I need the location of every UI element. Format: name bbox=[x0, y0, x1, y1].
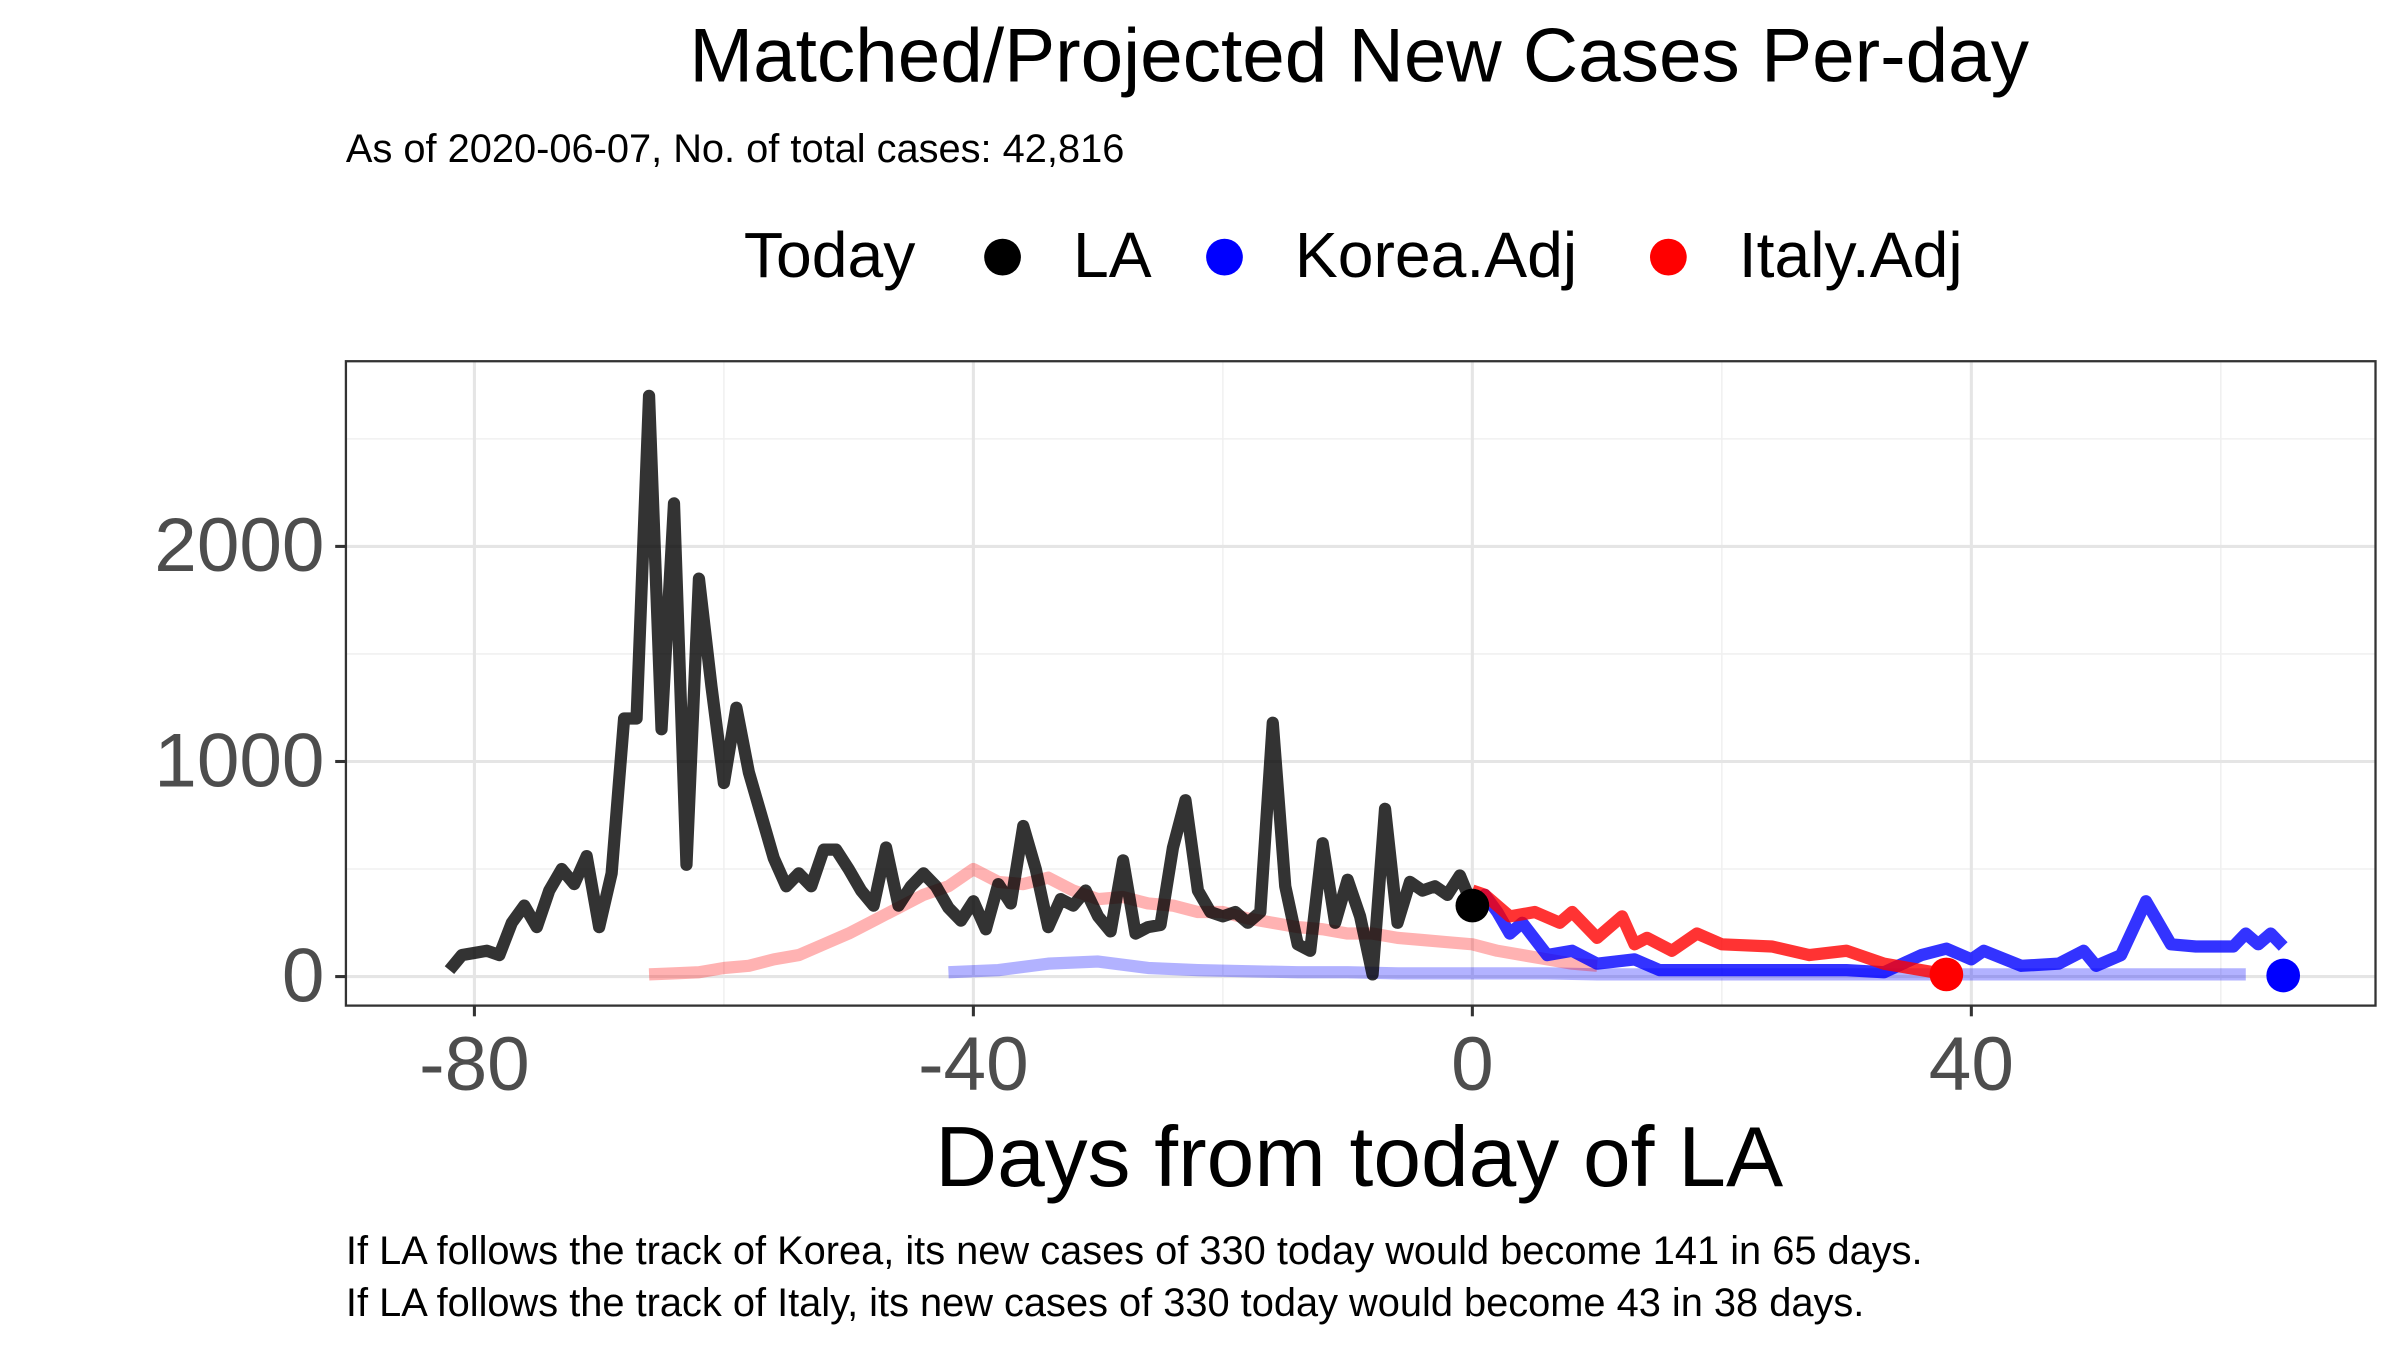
y-tick-label: 0 bbox=[282, 933, 325, 1018]
legend-swatch bbox=[1206, 238, 1243, 276]
legend-label: Korea.Adj bbox=[1295, 219, 1577, 291]
footnote: If LA follows the track of Korea, its ne… bbox=[346, 1229, 1923, 1273]
chart-title: Matched/Projected New Cases Per-day bbox=[689, 13, 2029, 98]
plot-border bbox=[344, 360, 2377, 1007]
legend-title: Today bbox=[744, 219, 915, 291]
y-tick-label: 1000 bbox=[154, 718, 324, 803]
footnote: If LA follows the track of Italy, its ne… bbox=[346, 1281, 1864, 1325]
legend-swatch bbox=[984, 238, 1021, 276]
y-tick-label: 2000 bbox=[154, 503, 324, 588]
legend-label: Italy.Adj bbox=[1739, 219, 1963, 291]
legend-label: LA bbox=[1073, 219, 1152, 291]
chart-subtitle: As of 2020-06-07, No. of total cases: 42… bbox=[346, 127, 1124, 171]
projected-line bbox=[1467, 888, 2288, 979]
x-tick-label: -40 bbox=[918, 1022, 1029, 1107]
x-tick-label: 40 bbox=[1929, 1022, 2014, 1107]
projected-line bbox=[1470, 884, 1948, 981]
today-point bbox=[1455, 888, 1490, 923]
series-line bbox=[444, 389, 1479, 981]
matched-line bbox=[648, 862, 1598, 981]
x-axis-title: Days from today of LA bbox=[935, 1109, 1783, 1205]
today-point bbox=[1929, 957, 1964, 992]
matched-line bbox=[948, 955, 2246, 981]
today-point bbox=[2266, 958, 2301, 993]
legend-swatch bbox=[1650, 238, 1687, 276]
x-tick-label: -80 bbox=[419, 1022, 530, 1107]
x-tick-label: 0 bbox=[1451, 1022, 1494, 1107]
